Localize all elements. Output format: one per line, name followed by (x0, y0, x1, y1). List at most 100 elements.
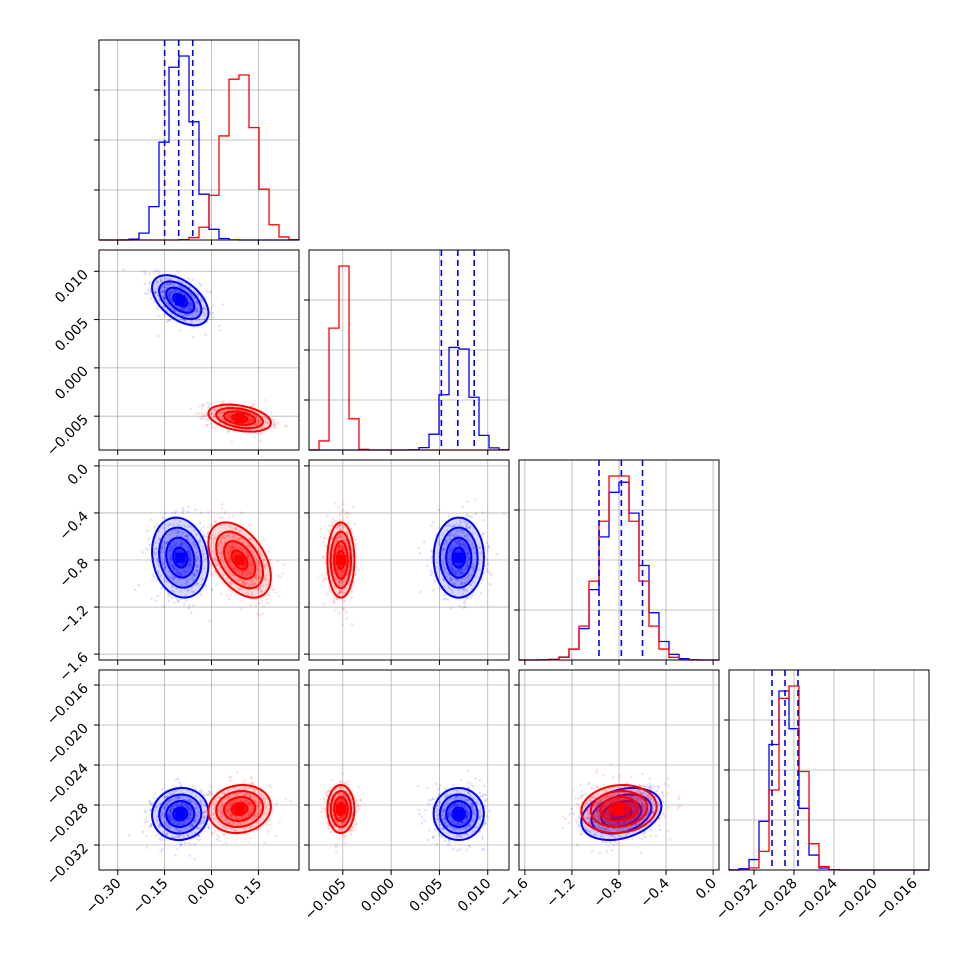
y-tick-label: −0.028 (44, 801, 92, 849)
scatter-point (189, 407, 193, 411)
scatter-point (481, 837, 484, 841)
scatter-point (157, 270, 161, 274)
scatter-point (185, 313, 189, 316)
scatter-point (170, 282, 174, 285)
y-tick-label: 0.000 (52, 363, 92, 403)
scatter-point (486, 814, 489, 818)
scatter-point (142, 270, 146, 274)
scatter-point (323, 576, 327, 580)
scatter-point (469, 596, 472, 599)
scatter-point (342, 607, 345, 611)
scatter-point (190, 303, 194, 306)
panel-2-2 (514, 459, 720, 665)
scatter-point (223, 511, 227, 514)
scatter-point (195, 307, 198, 311)
scatter-point (170, 299, 174, 302)
scatter-point (147, 537, 151, 541)
x-tick-label: −0.30 (83, 876, 125, 918)
scatter-point (205, 418, 209, 422)
scatter-point (147, 548, 150, 551)
scatter-point (220, 414, 224, 418)
scatter-point (342, 508, 345, 512)
scatter-point (179, 290, 182, 294)
scatter-point (188, 306, 192, 309)
scatter-point (182, 603, 186, 606)
scatter-point (330, 521, 334, 524)
scatter-point (429, 555, 433, 559)
scatter-point (228, 516, 232, 520)
scatter-point (170, 312, 174, 316)
scatter-point (217, 835, 221, 839)
scatter-point (172, 283, 176, 287)
scatter-point (257, 421, 260, 425)
scatter-point (153, 282, 156, 286)
scatter-point (174, 290, 178, 294)
scatter-point (463, 602, 466, 605)
scatter-point (213, 408, 217, 412)
scatter-point (254, 603, 258, 607)
scatter-point (261, 612, 264, 616)
scatter-point (197, 818, 201, 822)
scatter-point (231, 515, 235, 518)
scatter-point (205, 423, 209, 427)
scatter-point (244, 837, 247, 840)
scatter-point (260, 432, 264, 435)
scatter-point (152, 575, 156, 579)
scatter-point (285, 424, 288, 428)
scatter-point (168, 293, 171, 297)
scatter-point (471, 785, 475, 788)
scatter-point (271, 418, 274, 422)
scatter-point (249, 404, 253, 408)
density-peak (175, 552, 186, 563)
scatter-point (471, 593, 474, 597)
scatter-point (230, 440, 234, 443)
scatter-point (260, 599, 264, 602)
density-peak (175, 295, 186, 306)
scatter-point (187, 505, 191, 509)
scatter-point (169, 299, 173, 302)
scatter-point (209, 422, 213, 425)
scatter-point (144, 834, 148, 838)
scatter-point (248, 417, 252, 421)
scatter-point (334, 608, 337, 612)
scatter-point (177, 290, 181, 294)
scatter-point (433, 579, 437, 583)
scatter-point (203, 312, 207, 316)
scatter-point (438, 526, 441, 529)
scatter-point (460, 779, 463, 782)
scatter-point (465, 849, 469, 852)
scatter-point (162, 296, 166, 299)
scatter-point (154, 291, 158, 294)
scatter-point (467, 514, 471, 518)
scatter-point (155, 287, 158, 291)
scatter-point (161, 294, 165, 298)
scatter-point (175, 315, 178, 319)
scatter-point (342, 518, 346, 522)
scatter-point (153, 290, 157, 293)
scatter-point (146, 292, 149, 295)
scatter-point (188, 302, 191, 305)
y-tick-label: 0.005 (52, 315, 92, 355)
scatter-point (179, 842, 183, 846)
scatter-point (211, 588, 214, 591)
scatter-point (486, 562, 490, 566)
scatter-point (485, 567, 489, 571)
scatter-point (215, 583, 218, 587)
scatter-point (208, 619, 211, 623)
scatter-point (253, 414, 257, 417)
scatter-point (168, 295, 172, 298)
scatter-point (189, 308, 193, 311)
scatter-point (490, 573, 493, 576)
scatter-point (153, 269, 156, 273)
density-peak (335, 555, 346, 565)
scatter-point (162, 284, 165, 287)
scatter-point (230, 590, 233, 593)
scatter-point (148, 282, 152, 285)
scatter-point (218, 415, 222, 419)
scatter-point (258, 421, 262, 425)
scatter-point (262, 425, 266, 429)
scatter-point (252, 424, 255, 427)
scatter-point (198, 791, 202, 795)
scatter-point (239, 608, 243, 611)
scatter-point (163, 297, 167, 300)
